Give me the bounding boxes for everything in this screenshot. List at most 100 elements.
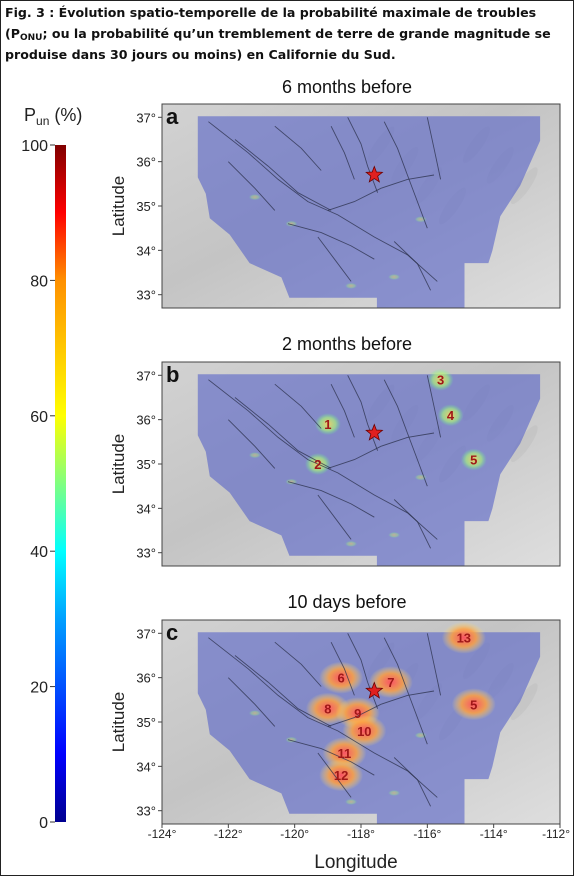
anomaly-label-8: 8 — [324, 702, 331, 717]
fault-line — [393, 241, 432, 291]
anomaly-label-7: 7 — [387, 675, 394, 690]
fault-line — [287, 739, 375, 776]
fault-line — [234, 139, 332, 211]
fault-line — [330, 383, 355, 438]
map-panel-b: 1 2 3 4 5 b 2 months before 33° 34° 35° 36° 37° Lati… — [109, 334, 561, 567]
x-tick-label: -122° — [214, 827, 243, 841]
y-axis-label: Latitude — [109, 692, 128, 753]
x-tick-label: -112° — [542, 827, 570, 841]
fault-line — [426, 375, 442, 438]
fault-line — [227, 161, 276, 211]
fault-line — [393, 499, 432, 549]
anomaly-label-6: 6 — [337, 671, 344, 686]
probability-speck — [248, 194, 261, 201]
probability-speck — [388, 273, 401, 280]
fault-line — [274, 383, 322, 429]
y-tick-label: 34° — [136, 759, 156, 774]
y-tick-label: 37° — [136, 626, 156, 641]
y-tick-label: 34° — [136, 243, 156, 258]
anomaly-label-13: 13 — [457, 631, 471, 646]
probability-speck — [248, 710, 261, 717]
probability-field — [197, 116, 541, 308]
epicenter-star-icon — [365, 423, 384, 441]
map-panel-a: a 6 months before 33° 34° 35° 36° 37° Latitude — [109, 77, 561, 309]
y-tick-label: 33° — [136, 804, 156, 819]
anomaly-hotspot — [427, 368, 454, 391]
probability-speck — [388, 789, 401, 796]
caption-text-end: ; ou la probabilité qu’un tremblement de… — [5, 26, 551, 62]
probability-speck — [345, 282, 358, 289]
anomaly-hotspot — [451, 688, 496, 721]
epicenter-star-icon — [365, 681, 384, 699]
fault-line — [208, 637, 438, 798]
colorbar-tick-label: 0 — [39, 815, 48, 832]
fault-line — [208, 379, 438, 540]
fault-line — [287, 481, 375, 518]
y-tick-label: 33° — [136, 288, 156, 303]
fault-line — [234, 397, 332, 469]
x-tick-label: -114° — [480, 827, 508, 841]
anomaly-hotspot — [441, 621, 486, 654]
anomaly-label-12: 12 — [334, 768, 348, 783]
colorbar-gradient — [55, 145, 66, 822]
colorbar-tick-label: 60 — [30, 409, 48, 426]
y-axis-label: Latitude — [109, 434, 128, 495]
fault-line — [317, 236, 352, 282]
fault-line — [383, 637, 428, 745]
y-tick-label: 36° — [136, 671, 156, 686]
fault-line — [287, 223, 375, 260]
anomaly-label-4: 4 — [447, 408, 455, 423]
fault-line — [330, 125, 355, 180]
panel-title: 6 months before — [282, 77, 412, 97]
fault-line — [426, 117, 442, 180]
probability-speck — [345, 540, 358, 547]
fault-line — [227, 419, 276, 469]
x-tick-label: -120° — [280, 827, 309, 841]
anomaly-hotspot — [319, 759, 364, 792]
anomaly-label-2: 2 — [314, 457, 321, 472]
fault-line — [426, 633, 442, 696]
colorbar-tick-label: 80 — [30, 273, 48, 290]
y-tick-label: 34° — [136, 501, 156, 516]
fault-line — [327, 690, 435, 727]
colorbar-tick-label: 40 — [30, 544, 48, 561]
fault-line — [274, 125, 322, 171]
fault-line — [317, 752, 352, 798]
colorbar-title: Pun (%) — [24, 105, 82, 128]
panel-title: 2 months before — [282, 334, 412, 354]
panel-letter: b — [166, 362, 179, 387]
fault-line — [393, 757, 432, 807]
caption-text-start: Fig. 3 : Évolution spatio-temporelle de … — [5, 5, 537, 41]
colorbar: Pun (%) 0 20 40 60 80 100 — [21, 105, 82, 832]
map-panel-c: 13 6 7 5 8 9 10 11 12 c 10 days before 33° 34° 35° 36°… — [109, 592, 570, 841]
fault-line — [234, 655, 332, 727]
epicenter-star-icon — [365, 165, 384, 183]
anomaly-hotspot — [437, 404, 464, 427]
anomaly-hotspot — [319, 661, 364, 694]
anomaly-hotspot — [314, 413, 341, 436]
y-axis-label: Latitude — [109, 176, 128, 237]
y-tick-label: 35° — [136, 199, 156, 214]
fault-line — [274, 641, 322, 687]
probability-speck — [248, 452, 261, 459]
colorbar-tick-label: 20 — [30, 680, 48, 697]
x-tick-label: -124° — [148, 827, 177, 841]
panel-letter: c — [166, 620, 178, 645]
fault-line — [208, 121, 438, 282]
y-tick-label: 35° — [136, 715, 156, 730]
panel-letter: a — [166, 104, 179, 129]
probability-speck — [345, 798, 358, 805]
y-tick-label: 36° — [136, 413, 156, 428]
y-tick-label: 33° — [136, 546, 156, 561]
terrain-ridge — [510, 425, 538, 462]
x-tick-label: -116° — [413, 827, 441, 841]
anomaly-label-5: 5 — [470, 697, 477, 712]
terrain-ridge — [510, 683, 538, 720]
anomaly-label-5: 5 — [470, 453, 477, 468]
anomaly-label-9: 9 — [354, 706, 361, 721]
terrain-ridge — [510, 167, 538, 204]
anomaly-label-10: 10 — [357, 724, 371, 739]
fault-line — [327, 174, 435, 211]
fault-line — [383, 121, 428, 229]
